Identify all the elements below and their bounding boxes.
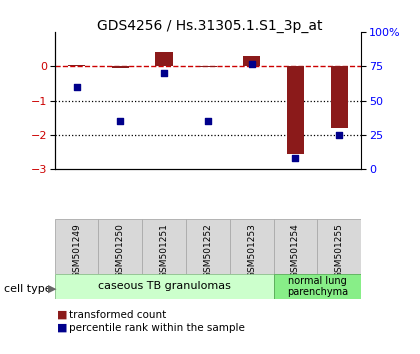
- Text: percentile rank within the sample: percentile rank within the sample: [69, 323, 245, 333]
- Bar: [142, 219, 186, 274]
- Text: cell type: cell type: [4, 284, 52, 293]
- Bar: [155, 52, 173, 66]
- Point: [248, 61, 255, 66]
- Bar: [331, 66, 348, 128]
- Bar: [186, 219, 230, 274]
- Point: [205, 119, 211, 124]
- Text: GSM501251: GSM501251: [160, 223, 168, 278]
- Bar: [287, 66, 304, 154]
- Text: ■: ■: [57, 322, 67, 332]
- Bar: [112, 66, 129, 68]
- Text: GSM501250: GSM501250: [116, 223, 125, 278]
- Text: transformed count: transformed count: [69, 310, 167, 320]
- Bar: [243, 56, 260, 66]
- Text: GSM501253: GSM501253: [247, 223, 256, 278]
- Point: [161, 70, 168, 76]
- Text: ■: ■: [57, 309, 67, 319]
- Point: [73, 84, 80, 90]
- Point: [292, 156, 299, 161]
- Text: GSM501255: GSM501255: [335, 223, 344, 278]
- Text: GSM501249: GSM501249: [72, 223, 81, 278]
- Bar: [273, 219, 318, 274]
- Point: [117, 119, 123, 124]
- Bar: [230, 219, 273, 274]
- Bar: [98, 219, 142, 274]
- Bar: [68, 64, 85, 66]
- Bar: [55, 274, 273, 299]
- Bar: [273, 274, 361, 299]
- Bar: [199, 66, 217, 67]
- Point: [336, 132, 343, 138]
- Text: GSM501252: GSM501252: [203, 223, 213, 278]
- Text: normal lung
parenchyma: normal lung parenchyma: [287, 275, 348, 297]
- Text: caseous TB granulomas: caseous TB granulomas: [98, 281, 231, 291]
- Bar: [55, 219, 98, 274]
- Text: ▶: ▶: [48, 284, 57, 293]
- Bar: [318, 219, 361, 274]
- Text: GDS4256 / Hs.31305.1.S1_3p_at: GDS4256 / Hs.31305.1.S1_3p_at: [97, 19, 323, 34]
- Text: GSM501254: GSM501254: [291, 223, 300, 278]
